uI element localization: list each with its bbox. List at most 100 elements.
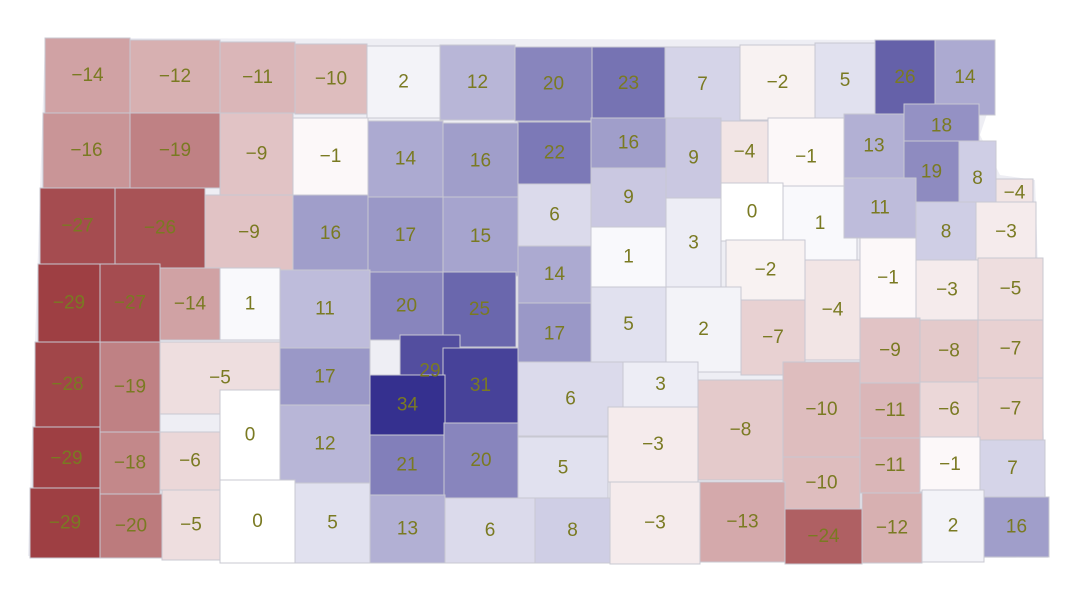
county-region	[977, 319, 1044, 379]
county-value-label: −4	[734, 142, 756, 163]
county-value-label: −29	[49, 513, 81, 534]
county-value-label: −4	[822, 300, 844, 321]
county-value-label: 18	[931, 116, 952, 137]
county-region	[99, 341, 161, 433]
county-value-label: 17	[544, 324, 565, 345]
county-region	[861, 492, 923, 564]
county-region	[517, 245, 592, 304]
county-region	[609, 481, 701, 565]
county-region	[843, 113, 905, 179]
county-value-label: 29	[419, 361, 440, 382]
county-value-label: 0	[252, 511, 263, 532]
county-value-label: −9	[879, 340, 901, 361]
county-value-label: −1	[795, 147, 817, 168]
county-region	[204, 194, 294, 271]
county-region	[517, 183, 592, 247]
county-value-label: 11	[870, 198, 890, 219]
county-value-label: −10	[805, 473, 837, 494]
county-value-label: −19	[159, 140, 191, 161]
county-value-label: −20	[115, 516, 147, 537]
county-region	[874, 39, 936, 116]
county-region	[279, 269, 371, 349]
county-value-label: 0	[747, 202, 758, 223]
county-value-label: 34	[397, 395, 419, 416]
county-region	[129, 112, 221, 189]
county-region	[590, 167, 667, 228]
county-value-label: −7	[1000, 399, 1022, 420]
county-region	[29, 487, 101, 559]
county-region	[514, 46, 593, 122]
county-region	[34, 341, 101, 428]
county-value-label: 16	[320, 223, 341, 244]
county-value-label: −12	[159, 66, 191, 87]
county-region	[782, 361, 861, 458]
county-value-label: 13	[397, 519, 418, 540]
county-region	[665, 117, 722, 199]
county-region	[366, 45, 441, 119]
county-region	[814, 42, 876, 119]
county-region	[590, 226, 667, 288]
county-value-label: 9	[688, 148, 699, 169]
county-value-label: −14	[71, 65, 104, 86]
county-value-label: 6	[565, 389, 576, 410]
county-value-label: 8	[567, 520, 578, 541]
county-region	[975, 201, 1037, 263]
county-value-label: 9	[623, 187, 634, 208]
county-value-label: 31	[470, 375, 491, 396]
county-region	[859, 317, 921, 384]
county-value-label: 8	[941, 222, 952, 243]
county-value-label: −2	[767, 72, 789, 93]
county-region	[859, 237, 917, 319]
county-value-label: 2	[698, 319, 709, 340]
county-value-label: −9	[238, 222, 260, 243]
county-region	[99, 263, 161, 343]
county-region	[369, 494, 446, 564]
county-region	[859, 382, 921, 439]
county-value-label: −7	[762, 327, 784, 348]
county-region	[534, 497, 611, 564]
county-value-label: 2	[398, 72, 409, 93]
county-region	[219, 389, 281, 481]
county-value-label: 5	[327, 513, 338, 534]
county-region	[979, 439, 1046, 498]
county-region	[442, 196, 519, 277]
county-value-label: −29	[53, 293, 85, 314]
county-value-label: 22	[544, 143, 565, 164]
county-value-label: 8	[972, 168, 983, 189]
county-value-label: −27	[61, 216, 93, 237]
county-value-label: −6	[179, 451, 201, 472]
county-region	[915, 201, 977, 263]
county-value-label: −9	[246, 144, 268, 165]
county-region	[219, 267, 281, 341]
county-region	[439, 44, 516, 121]
county-region	[977, 257, 1044, 321]
county-region	[114, 187, 206, 269]
county-value-label: −5	[1000, 279, 1022, 300]
county-region	[442, 122, 519, 200]
county-value-label: −11	[875, 455, 906, 476]
county-region	[699, 481, 786, 563]
county-value-label: −1	[877, 268, 899, 289]
county-region	[443, 422, 519, 499]
county-value-label: 20	[396, 296, 417, 317]
county-region	[804, 259, 861, 361]
county-value-label: 2	[948, 516, 959, 537]
county-value-label: 3	[688, 233, 699, 254]
county-value-label: −11	[875, 400, 906, 421]
county-value-label: 7	[697, 74, 708, 95]
county-value-label: 6	[549, 205, 560, 226]
county-value-label: 16	[470, 151, 491, 172]
county-value-label: −2	[755, 260, 777, 281]
county-value-label: −5	[209, 368, 231, 389]
county-value-label: 14	[544, 264, 566, 285]
county-value-label: 1	[815, 213, 826, 234]
county-value-label: 16	[618, 133, 639, 154]
county-value-label: −13	[726, 512, 758, 533]
county-value-label: −5	[180, 515, 202, 536]
county-value-label: 7	[1007, 458, 1018, 479]
county-region	[591, 46, 666, 121]
county-region	[42, 112, 131, 189]
county-value-label: −10	[315, 69, 347, 90]
county-value-label: −1	[320, 146, 342, 167]
county-value-label: 26	[894, 67, 915, 88]
